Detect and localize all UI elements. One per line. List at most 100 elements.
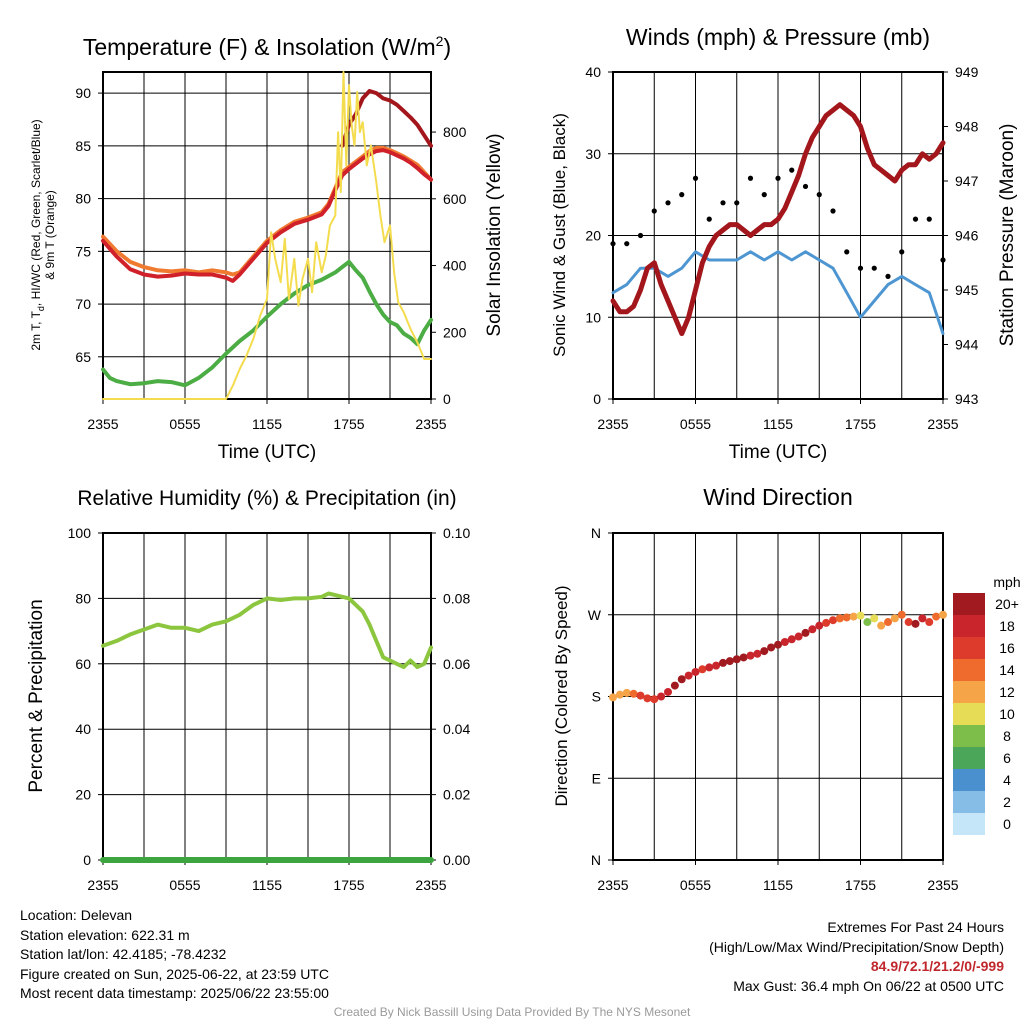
y-tick-label: 80 xyxy=(75,590,91,606)
gust-point xyxy=(857,265,864,271)
x-tick-label: 2355 xyxy=(415,416,446,432)
direction-point xyxy=(904,618,913,627)
winds-panel: Winds (mph) & Pressure (mb) Sonic Wind &… xyxy=(550,24,1018,463)
y-tick-label: 65 xyxy=(75,349,91,365)
direction-point xyxy=(609,693,617,702)
y-right-tick-label: 200 xyxy=(443,324,467,340)
x-tick-label: 1755 xyxy=(845,877,876,893)
direction-point xyxy=(849,612,858,621)
y-tick-label: 90 xyxy=(75,85,91,101)
y-right-tick-label: 946 xyxy=(955,228,979,244)
series-line-green xyxy=(101,259,433,388)
temperature-ylabel: 2m T, Td, HI/WC (Red, Green, Scarlet/Blu… xyxy=(29,119,46,350)
y-tick-label: N xyxy=(591,525,601,541)
y-tick-label: 80 xyxy=(75,191,91,207)
direction-point xyxy=(835,614,844,623)
y-right-tick-label: 400 xyxy=(443,258,467,274)
gust-point xyxy=(844,249,850,255)
direction-point xyxy=(829,616,837,625)
y-tick-label: E xyxy=(592,770,601,786)
direction-point xyxy=(870,614,879,623)
y-right-tick-label: 947 xyxy=(955,173,979,189)
y-tick-label: 40 xyxy=(585,64,601,80)
humidity-title: Relative Humidity (%) & Precipitation (i… xyxy=(77,487,456,510)
direction-point xyxy=(732,655,741,664)
legend-label: 14 xyxy=(999,662,1015,678)
temperature-panel: Temperature (F) & Insolation (W/m2) 2m T… xyxy=(29,33,505,463)
temperature-ylabel-right: Solar Insolation (Yellow) xyxy=(484,133,505,336)
winds-ylabel-right: Station Pressure (Maroon) xyxy=(997,124,1018,347)
y-tick-label: 60 xyxy=(75,656,91,672)
direction-point xyxy=(794,632,803,641)
gust-point xyxy=(747,175,754,181)
direction-point xyxy=(691,667,700,676)
latlon-text: Station lat/lon: 42.4185; -78.4232 xyxy=(20,946,227,962)
gust-point xyxy=(802,183,809,190)
legend-swatch xyxy=(953,681,985,703)
legend-label: 6 xyxy=(1003,750,1011,766)
winds-xlabel: Time (UTC) xyxy=(729,442,828,463)
plot-frame xyxy=(612,71,944,400)
y-tick-label: S xyxy=(592,689,601,705)
x-tick-label: 1755 xyxy=(845,416,876,432)
winds-ylabel: Sonic Wind & Gust (Blue, Black) xyxy=(550,113,569,357)
legend-swatch xyxy=(953,703,985,725)
extremes-values: 84.9/72.1/21.2/0/-999 xyxy=(870,958,1004,974)
direction-point xyxy=(801,628,810,637)
gust-point xyxy=(651,208,657,214)
direction-point xyxy=(622,688,631,697)
direction-point xyxy=(787,635,796,644)
x-tick-label: 1755 xyxy=(333,416,364,432)
direction-point xyxy=(684,671,693,680)
x-tick-label: 1155 xyxy=(252,416,282,432)
gust-point xyxy=(637,232,644,239)
x-tick-label: 2355 xyxy=(87,416,118,432)
y-right-tick-label: 948 xyxy=(955,119,979,135)
direction-point xyxy=(863,618,872,627)
direction-point xyxy=(877,621,886,630)
legend-label: 4 xyxy=(1003,772,1011,788)
legend-label: 18 xyxy=(999,618,1015,634)
elevation-text: Station elevation: 622.31 m xyxy=(20,926,190,943)
gust-point xyxy=(775,175,781,181)
gust-point xyxy=(789,167,795,173)
legend-swatch xyxy=(953,791,985,813)
y-right-tick-label: 0.10 xyxy=(443,525,470,541)
x-tick-label: 0555 xyxy=(680,416,711,432)
y-tick-label: 20 xyxy=(75,787,91,803)
direction-point xyxy=(856,611,865,620)
station-info: Location: Delevan Station elevation: 622… xyxy=(20,906,329,1004)
x-tick-label: 2355 xyxy=(597,416,628,432)
extremes-subtitle: (High/Low/Max Wind/Precipitation/Snow De… xyxy=(709,938,1004,955)
gust-point xyxy=(926,216,932,222)
legend-label: 20+ xyxy=(995,596,1019,612)
temperature-ylabel-line2: & 9m T (Orange) xyxy=(43,190,57,280)
direction-point xyxy=(760,647,769,656)
direction-point xyxy=(698,665,707,674)
direction-point xyxy=(705,663,714,672)
speed-legend: mph 20+ 18 16 14 12 10 8 6 4 2 0 xyxy=(953,574,1021,835)
x-tick-label: 2355 xyxy=(927,416,958,432)
humidity-ylabel: Percent & Precipitation xyxy=(26,599,47,792)
direction-point xyxy=(719,658,727,667)
direction-ylabel: Direction (Colored By Speed) xyxy=(552,585,571,806)
direction-point xyxy=(932,612,941,621)
direction-point xyxy=(815,621,824,630)
direction-point xyxy=(636,691,645,700)
y-right-tick-label: 945 xyxy=(955,282,979,298)
recent-text: Most recent data timestamp: 2025/06/22 2… xyxy=(20,985,329,1001)
gust-point xyxy=(940,257,946,263)
direction-point xyxy=(650,695,659,704)
series-line-yellow xyxy=(102,71,432,400)
gust-point xyxy=(679,192,685,198)
gust-point xyxy=(610,241,616,247)
legend-label: 16 xyxy=(999,640,1015,656)
winds-title: Winds (mph) & Pressure (mb) xyxy=(626,24,930,50)
gust-point xyxy=(816,192,822,198)
pressure-line xyxy=(610,102,946,337)
direction-point xyxy=(739,653,748,662)
x-tick-label: 2355 xyxy=(87,877,118,893)
x-tick-label: 0555 xyxy=(169,877,200,893)
y-tick-label: 100 xyxy=(68,525,92,541)
direction-point xyxy=(629,689,638,698)
